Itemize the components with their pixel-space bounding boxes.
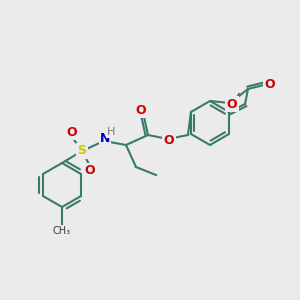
Text: CH₃: CH₃	[53, 226, 71, 236]
Text: O: O	[67, 125, 77, 139]
Text: O: O	[136, 103, 146, 116]
Text: O: O	[85, 164, 95, 178]
Text: O: O	[227, 98, 237, 110]
Text: H: H	[107, 127, 115, 137]
Text: S: S	[77, 145, 86, 158]
Text: N: N	[100, 131, 110, 145]
Text: O: O	[265, 79, 275, 92]
Text: O: O	[164, 134, 174, 146]
